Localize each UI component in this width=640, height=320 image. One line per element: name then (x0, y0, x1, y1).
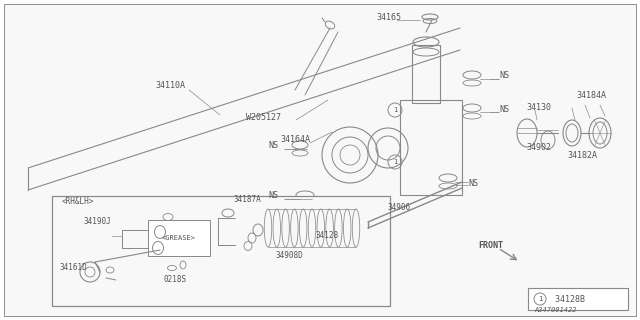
Text: 34128: 34128 (316, 230, 339, 239)
Text: 34190J: 34190J (84, 218, 112, 227)
Text: 34182A: 34182A (567, 150, 597, 159)
Text: W205127: W205127 (246, 114, 281, 123)
Bar (412, 45, 440, 103)
Text: 34110A: 34110A (155, 81, 185, 90)
Text: 34908D: 34908D (276, 251, 304, 260)
Text: FRONT: FRONT (478, 242, 503, 251)
Bar (148, 220, 210, 256)
Text: <GREASE>: <GREASE> (162, 235, 196, 241)
Text: 1: 1 (393, 159, 397, 165)
Text: 34161D: 34161D (60, 263, 88, 273)
Text: 34165: 34165 (376, 13, 401, 22)
Text: 34184A: 34184A (576, 91, 606, 100)
Text: 34187A: 34187A (234, 196, 262, 204)
Text: 34128B: 34128B (550, 294, 585, 303)
Text: NS: NS (268, 141, 278, 150)
Bar (528, 288, 628, 310)
Text: A347001422: A347001422 (535, 307, 577, 313)
Text: 1: 1 (393, 107, 397, 113)
Text: NS: NS (468, 179, 478, 188)
Bar (400, 100, 462, 195)
Text: 1: 1 (538, 296, 542, 302)
Text: 34906: 34906 (388, 204, 411, 212)
Bar (52, 196, 390, 306)
Text: NS: NS (499, 71, 509, 81)
Text: 34164A: 34164A (280, 135, 310, 145)
Text: <RH&LH>: <RH&LH> (62, 197, 94, 206)
Text: 34130: 34130 (526, 103, 551, 113)
Text: NS: NS (499, 105, 509, 114)
Bar (52, 196, 390, 306)
Text: 0218S: 0218S (163, 276, 186, 284)
Text: 34902: 34902 (526, 143, 551, 153)
Text: NS: NS (268, 191, 278, 201)
